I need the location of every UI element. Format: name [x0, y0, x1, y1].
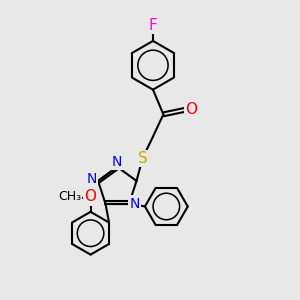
Text: N: N: [86, 172, 97, 186]
Text: S: S: [138, 151, 147, 166]
Text: N: N: [129, 196, 140, 211]
Text: O: O: [85, 190, 97, 205]
Text: O: O: [185, 102, 197, 117]
Text: F: F: [148, 18, 157, 33]
Text: N: N: [112, 154, 122, 169]
Text: CH₃: CH₃: [58, 190, 81, 203]
